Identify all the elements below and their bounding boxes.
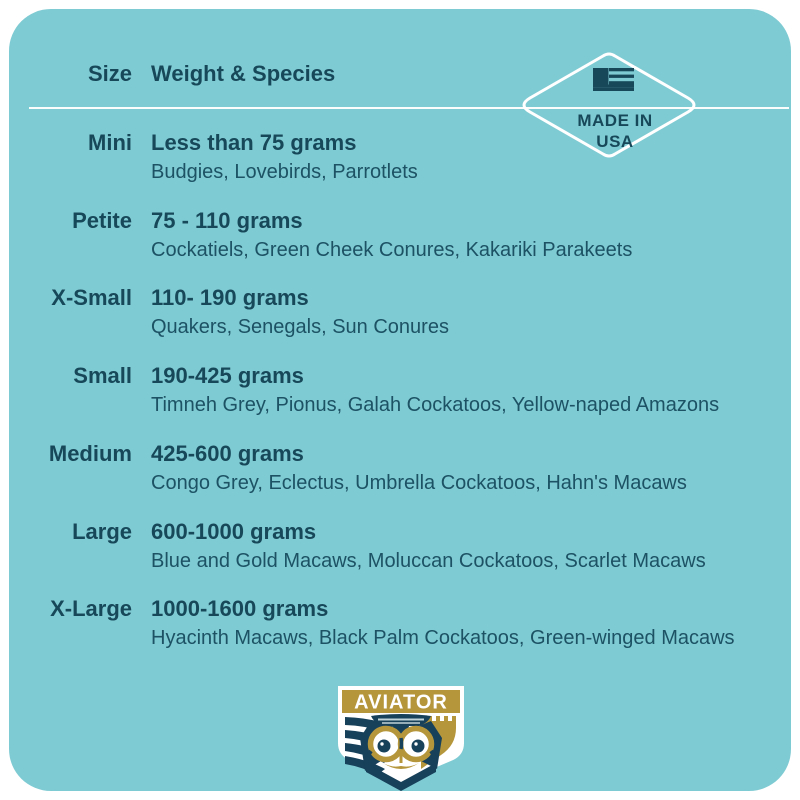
svg-text:AVIATOR: AVIATOR — [354, 692, 448, 714]
